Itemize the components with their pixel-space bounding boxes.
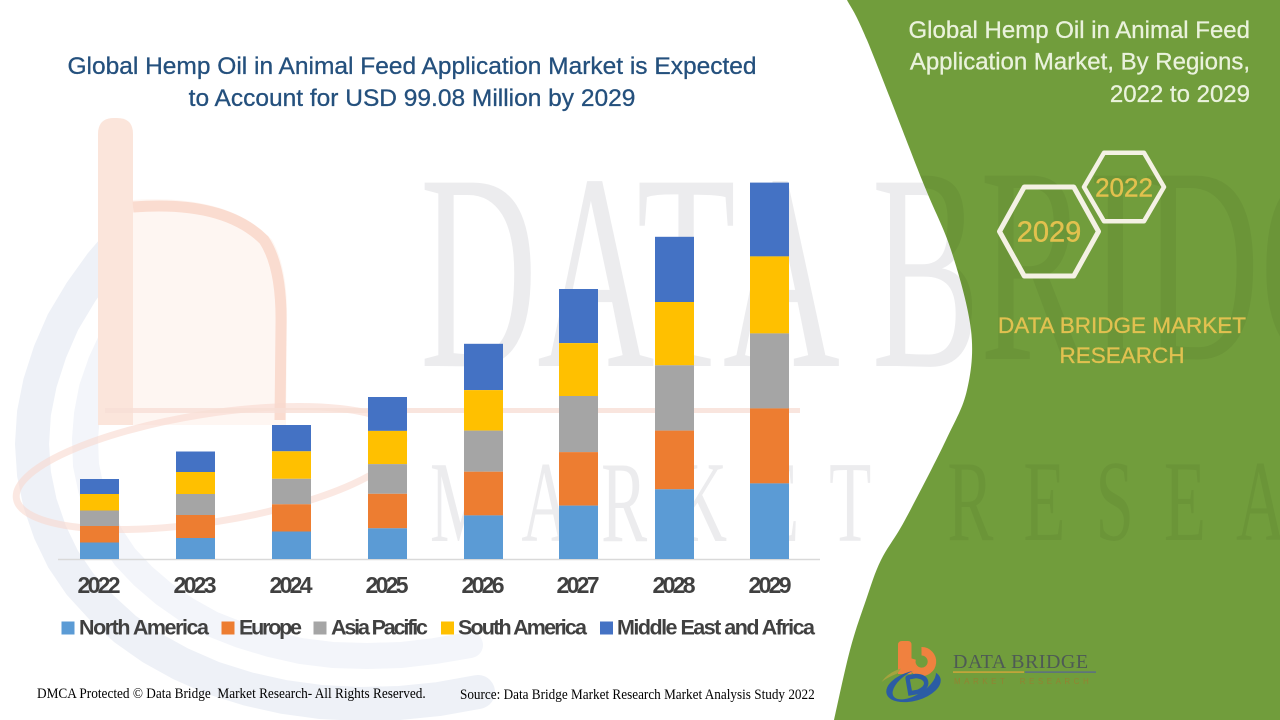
- svg-text:DATA BRIDGE MARKET: DATA BRIDGE MARKET: [998, 313, 1246, 338]
- svg-text:2029: 2029: [749, 572, 792, 598]
- svg-text:Application Market, By Regions: Application Market, By Regions,: [910, 49, 1250, 76]
- svg-text:2025: 2025: [366, 572, 409, 598]
- svg-text:2029: 2029: [1017, 217, 1082, 249]
- svg-text:RESEARCH: RESEARCH: [1059, 343, 1184, 368]
- svg-text:MARKET RESEARCH: MARKET RESEARCH: [954, 677, 1092, 686]
- svg-text:2022: 2022: [78, 572, 121, 598]
- svg-text:DATA BRIDGE: DATA BRIDGE: [420, 109, 1280, 420]
- svg-text:2023: 2023: [174, 572, 217, 598]
- svg-text:2028: 2028: [653, 572, 696, 598]
- svg-text:Asia Pacific: Asia Pacific: [331, 616, 428, 640]
- svg-text:2027: 2027: [557, 572, 600, 598]
- svg-text:North America: North America: [79, 616, 210, 640]
- svg-text:DATA BRIDGE: DATA BRIDGE: [953, 651, 1089, 673]
- svg-text:Europe: Europe: [239, 616, 302, 640]
- svg-text:2026: 2026: [462, 572, 505, 598]
- svg-text:2022: 2022: [1095, 173, 1153, 203]
- svg-text:2022 to 2029: 2022 to 2029: [1110, 81, 1250, 108]
- svg-text:Global Hemp Oil in Animal Feed: Global Hemp Oil in Animal Feed: [909, 17, 1250, 44]
- svg-text:Middle East and Africa: Middle East and Africa: [617, 616, 816, 640]
- svg-text:2024: 2024: [270, 572, 313, 598]
- svg-text:South America: South America: [458, 616, 588, 640]
- svg-text:MARKET RESEARCH: MARKET RESEARCH: [430, 437, 1280, 566]
